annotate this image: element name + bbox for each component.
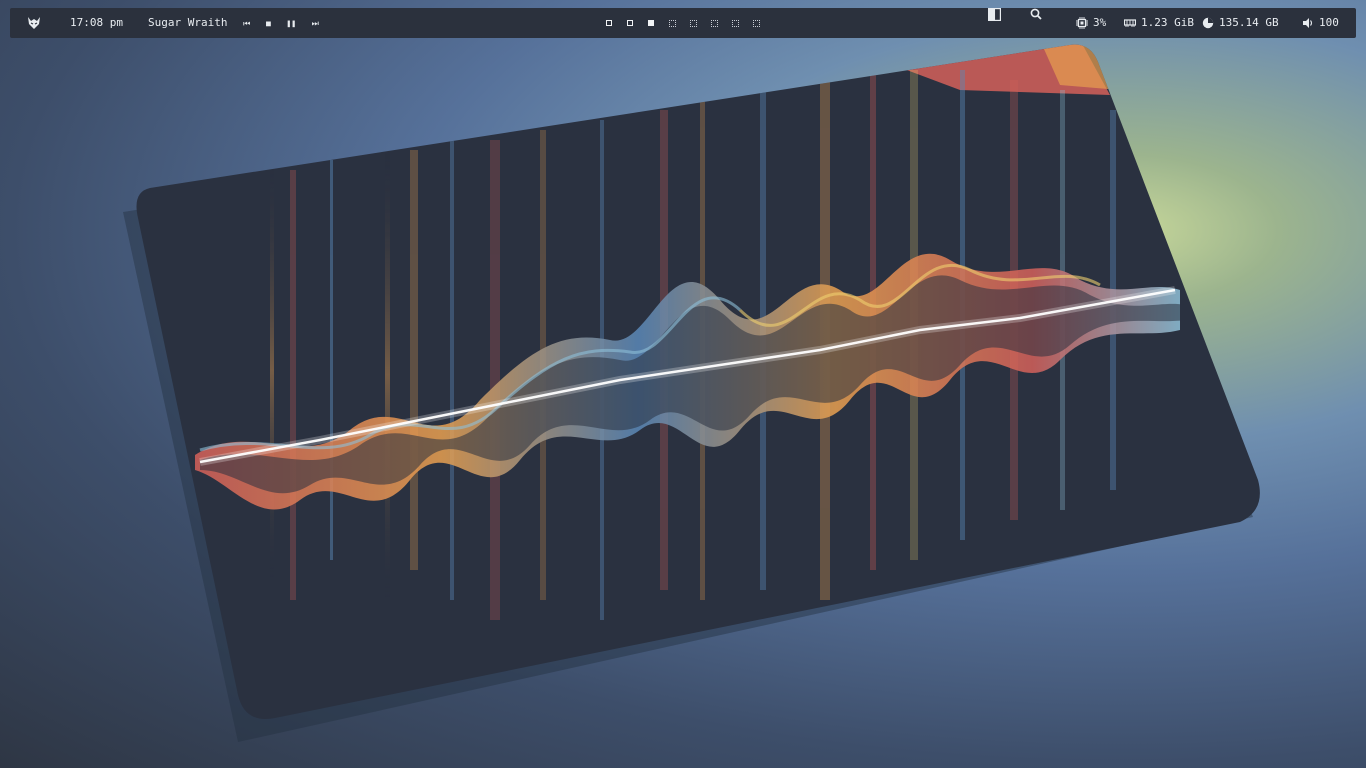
clock[interactable]: 17:08 pm bbox=[70, 16, 123, 29]
next-icon[interactable]: ⏭ bbox=[311, 19, 319, 28]
volume-icon bbox=[1303, 18, 1313, 28]
workspace-2[interactable] bbox=[624, 17, 636, 29]
workspace-8[interactable] bbox=[750, 17, 762, 29]
layout-icon[interactable] bbox=[988, 8, 1001, 21]
cpu-indicator[interactable]: 3% bbox=[1076, 8, 1106, 38]
volume-value: 100 bbox=[1319, 16, 1339, 29]
workspace-5[interactable] bbox=[687, 17, 699, 29]
disk-value: 135.14 GB bbox=[1219, 16, 1279, 29]
cpu-icon bbox=[1076, 17, 1088, 29]
workspace-7[interactable] bbox=[729, 17, 741, 29]
workspace-6[interactable] bbox=[708, 17, 720, 29]
disk-indicator[interactable]: 135.14 GB bbox=[1202, 8, 1279, 38]
media-player: Sugar Wraith ⏮ ■ ❚❚ ⏭ bbox=[148, 8, 319, 39]
wolf-logo-icon[interactable] bbox=[26, 15, 42, 31]
media-title[interactable]: Sugar Wraith bbox=[148, 16, 228, 29]
workspace-4[interactable] bbox=[666, 17, 678, 29]
stop-icon[interactable]: ■ bbox=[265, 19, 271, 28]
memory-value: 1.23 GiB bbox=[1141, 16, 1194, 29]
memory-indicator[interactable]: 1.23 GiB bbox=[1124, 8, 1194, 38]
top-bar: 17:08 pm Sugar Wraith ⏮ ■ ❚❚ ⏭ bbox=[10, 8, 1356, 38]
search-icon[interactable] bbox=[1030, 8, 1042, 20]
workspace-3[interactable] bbox=[645, 17, 657, 29]
cpu-value: 3% bbox=[1093, 16, 1107, 29]
previous-icon[interactable]: ⏮ bbox=[243, 19, 251, 28]
workspace-1[interactable] bbox=[603, 17, 615, 29]
volume-indicator[interactable]: 100 bbox=[1302, 8, 1339, 38]
workspace-switcher bbox=[603, 17, 762, 29]
disk-icon bbox=[1202, 17, 1214, 29]
memory-icon bbox=[1124, 19, 1136, 27]
pause-icon[interactable]: ❚❚ bbox=[286, 19, 297, 28]
